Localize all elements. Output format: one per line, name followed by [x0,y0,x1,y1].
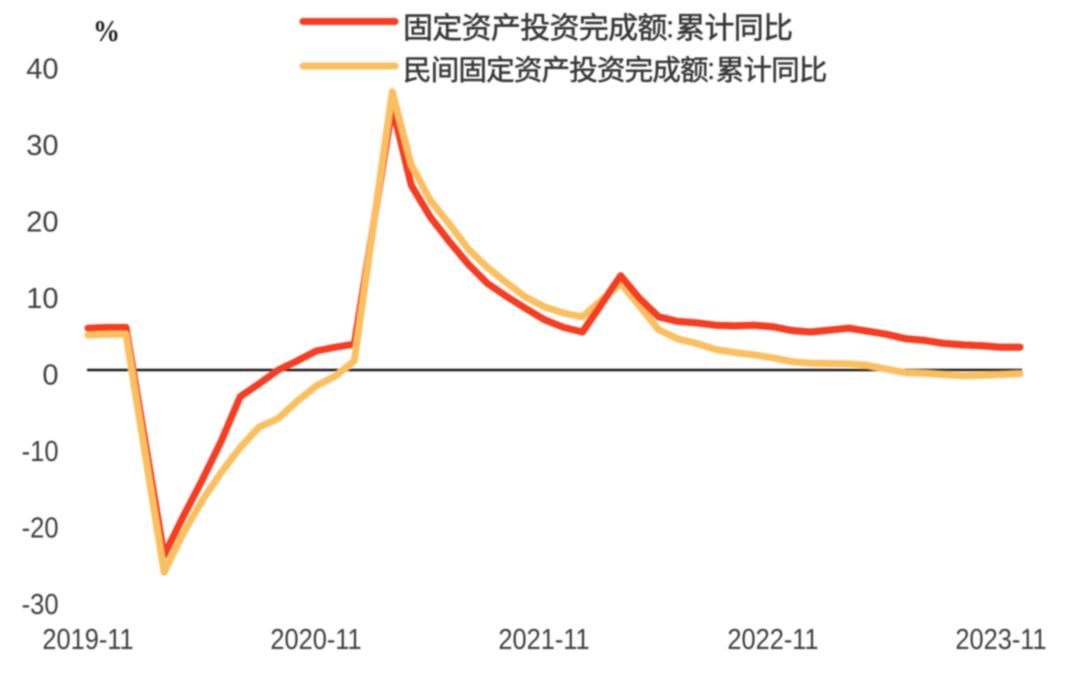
svg-text:-30: -30 [22,588,59,621]
svg-text:0: 0 [42,360,58,392]
svg-text:%: % [93,14,120,48]
svg-text:40: 40 [26,53,58,85]
svg-text:2019-11: 2019-11 [42,622,133,655]
svg-text:-20: -20 [22,511,59,544]
svg-text:20: 20 [26,206,58,238]
svg-text:2023-11: 2023-11 [955,622,1046,655]
svg-text:2022-11: 2022-11 [727,622,818,655]
svg-text:2020-11: 2020-11 [270,622,361,655]
svg-text:30: 30 [26,130,58,162]
svg-text:-10: -10 [22,434,59,467]
svg-text:10: 10 [26,283,58,315]
svg-text:2021-11: 2021-11 [498,622,589,655]
